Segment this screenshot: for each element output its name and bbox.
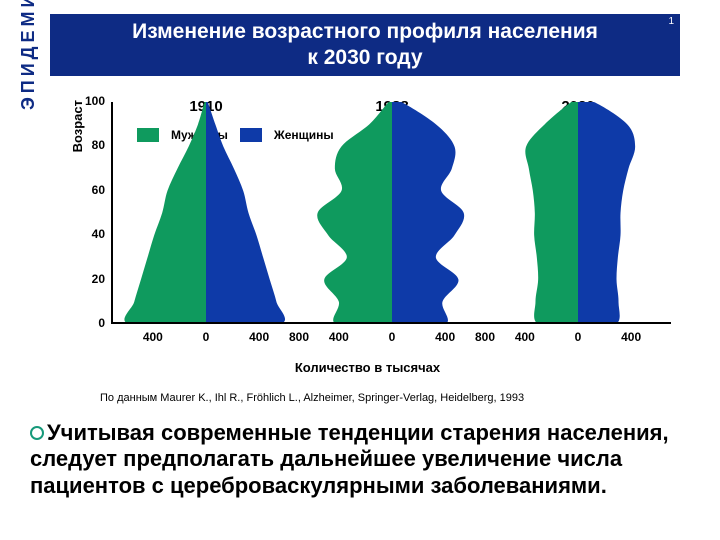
y-tick-label: 80 xyxy=(65,138,105,152)
x-tick-label: 0 xyxy=(558,330,598,344)
y-tick-label: 0 xyxy=(65,316,105,330)
x-tick-label: 0 xyxy=(186,330,226,344)
vertical-side-label: ЭПИДЕМИОЛОГИЯ xyxy=(18,0,48,110)
pyramid-panel-1910: 19104000400800 xyxy=(113,102,299,324)
x-tick-label: 800 xyxy=(465,330,505,344)
source-line: По данным Maurer K., Ihl R., Fröhlich L.… xyxy=(100,392,524,404)
panel-x-axis xyxy=(485,322,671,324)
bullet-icon xyxy=(30,426,44,440)
x-tick-label: 400 xyxy=(611,330,651,344)
caption-text: Учитывая современные тенденции старения … xyxy=(30,420,702,499)
y-tick-label: 40 xyxy=(65,227,105,241)
header-line-1: Изменение возрастного профиля населения xyxy=(132,20,598,43)
pyramid-women-shape xyxy=(578,102,635,324)
header-title: Изменение возрастного профиля населения … xyxy=(132,19,598,72)
x-tick-label: 400 xyxy=(505,330,545,344)
pyramid-men-shape xyxy=(525,102,578,324)
plot-area: 020406080100 191040004008001988400040080… xyxy=(113,102,673,352)
y-axis-label: Возраст xyxy=(70,100,85,300)
y-tick-label: 100 xyxy=(65,94,105,108)
x-tick-label: 800 xyxy=(279,330,319,344)
x-axis-label: Количество в тысячах xyxy=(55,360,680,375)
pyramid-women-shape xyxy=(206,102,285,324)
y-tick-label: 20 xyxy=(65,272,105,286)
pyramid-men-shape xyxy=(124,102,206,324)
y-tick-label: 60 xyxy=(65,183,105,197)
pyramid-panel-2030: 20304000400 xyxy=(485,102,671,324)
x-tick-label: 400 xyxy=(425,330,465,344)
chart-area: Возраст Количество в тысячах Мужчины Жен… xyxy=(55,80,680,410)
pyramid-panel-1988: 19884000400800 xyxy=(299,102,485,324)
header-line-2: к 2030 году xyxy=(307,46,422,69)
x-tick-label: 400 xyxy=(133,330,173,344)
header-bar: 1 Изменение возрастного профиля населени… xyxy=(50,14,680,76)
x-tick-label: 400 xyxy=(239,330,279,344)
slide-number: 1 xyxy=(668,16,674,27)
panel-x-axis xyxy=(113,322,299,324)
pyramid-men-shape xyxy=(317,102,392,324)
panel-x-axis xyxy=(299,322,485,324)
x-tick-label: 400 xyxy=(319,330,359,344)
x-tick-label: 0 xyxy=(372,330,412,344)
pyramid-women-shape xyxy=(392,102,464,324)
caption-body: Учитывая современные тенденции старения … xyxy=(30,420,669,498)
